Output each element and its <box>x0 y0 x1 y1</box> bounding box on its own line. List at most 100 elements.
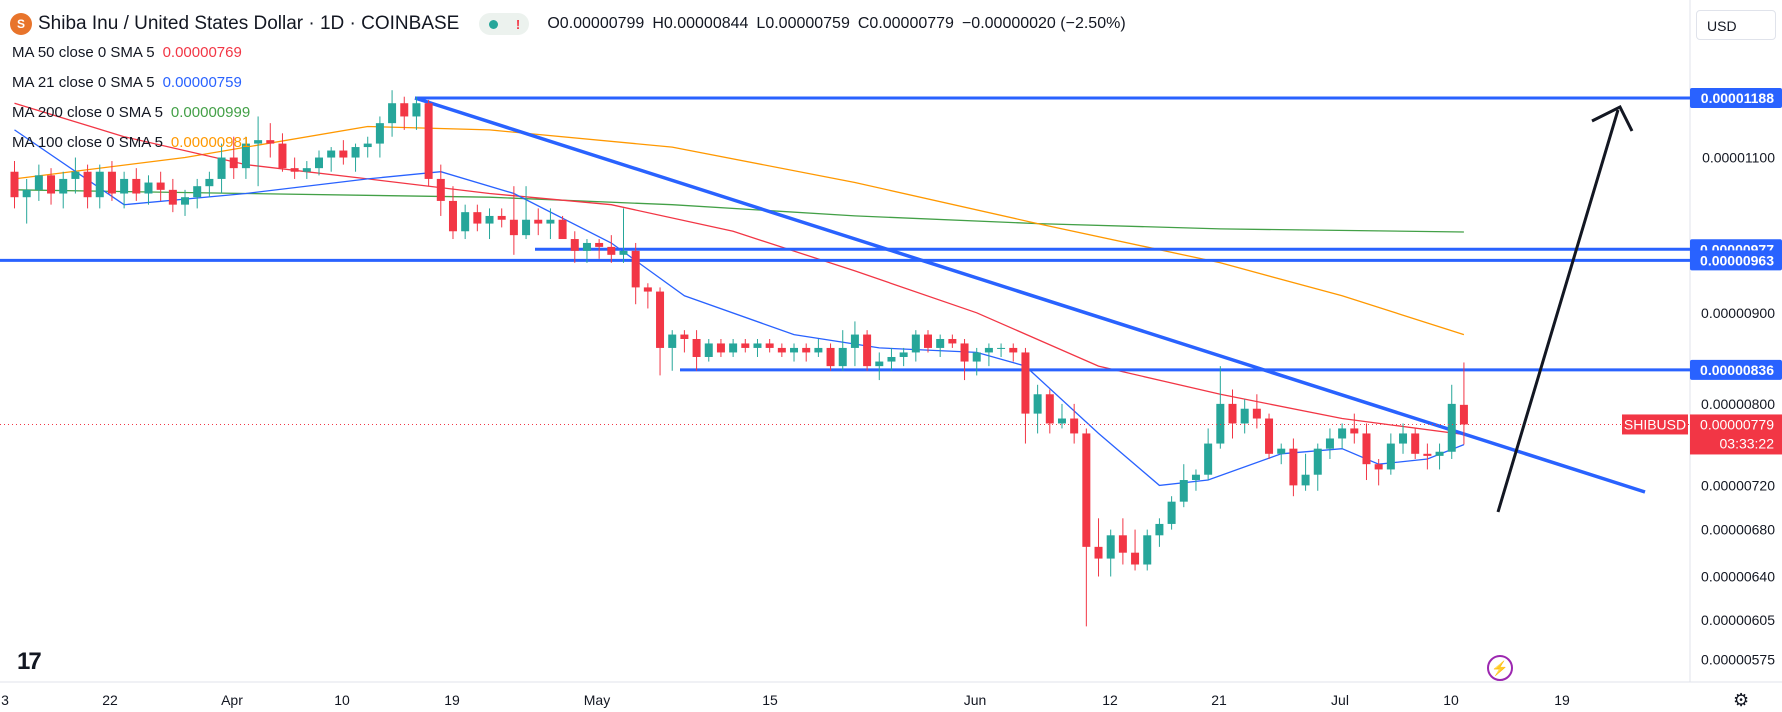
legend-value: 0.00000981 <box>170 134 251 151</box>
candle-body <box>327 150 336 158</box>
price-tick-label: 0.00000575 <box>1701 651 1775 667</box>
candle-body <box>1240 408 1249 424</box>
candle-body <box>790 347 799 353</box>
candle-body <box>229 157 238 169</box>
ohlc-change: −0.00000020 (−2.50%) <box>961 15 1126 32</box>
ohlc-readout: O0.00000799 H0.00000844 L0.00000759 C0.0000… <box>547 15 1133 33</box>
ohlc-open: O0.00000799 <box>547 15 645 32</box>
time-tick-label: 15 <box>762 692 778 708</box>
candle-body <box>668 334 677 348</box>
candle-body <box>168 189 177 205</box>
candle-body <box>217 157 226 179</box>
candle-body <box>193 186 202 198</box>
candle-body <box>741 343 750 348</box>
price-tick-label: 0.00000640 <box>1701 568 1775 584</box>
candle-body <box>595 242 604 247</box>
candle-body <box>497 215 506 220</box>
tradingview-logo[interactable]: 17 <box>17 648 42 675</box>
candle-body <box>936 338 945 348</box>
market-status-pill[interactable]: ! <box>479 13 530 35</box>
candle-body <box>1313 448 1322 475</box>
time-tick-label: Jul <box>1331 692 1349 708</box>
candle-body <box>1167 501 1176 524</box>
candle-body <box>704 343 713 357</box>
candle-body <box>95 171 104 198</box>
candle-body <box>120 178 129 194</box>
level-label-box <box>1690 88 1782 108</box>
candle-body <box>1289 448 1298 486</box>
candle-body <box>863 334 872 367</box>
candle-body <box>144 182 153 194</box>
level-label-text: 0.00000963 <box>1700 252 1774 268</box>
legend-value: 0.00000759 <box>162 74 242 91</box>
candle-body <box>278 143 287 169</box>
price-tick-label: 0.00000900 <box>1701 305 1775 321</box>
legend-value: 0.00000769 <box>162 44 242 61</box>
candle-body <box>1082 433 1091 547</box>
level-label-text: 0.00000836 <box>1700 362 1774 378</box>
candle-body <box>643 287 652 292</box>
candle-body <box>1252 408 1261 419</box>
candle-body <box>1277 448 1286 454</box>
candle-body <box>522 219 531 236</box>
price-tick-label: 0.00000800 <box>1701 396 1775 412</box>
candle-body <box>107 171 116 194</box>
legend-ma50[interactable]: MA 50 close 0 SMA 5 0.00000769 <box>12 44 242 61</box>
candle-body <box>546 219 555 224</box>
price-tick-label: 0.00001100 <box>1702 150 1775 166</box>
candle-body <box>1325 438 1334 449</box>
candle-body <box>1009 347 1018 353</box>
candle-body <box>887 356 896 362</box>
price-tick-label: 0.00000720 <box>1701 477 1775 493</box>
ma50-line <box>14 102 1464 436</box>
candle-body <box>375 123 384 144</box>
candle-body <box>997 347 1006 349</box>
time-tick-label: 21 <box>1211 692 1227 708</box>
candle-body <box>339 150 348 158</box>
candle-body <box>802 347 811 353</box>
gear-icon[interactable]: ⚙ <box>1733 690 1750 710</box>
legend-ma21[interactable]: MA 21 close 0 SMA 5 0.00000759 <box>12 74 242 91</box>
candle-body <box>1131 552 1140 565</box>
candle-body <box>765 343 774 348</box>
legend-label: MA 200 close 0 SMA 5 <box>12 104 163 121</box>
candle-body <box>1301 474 1310 486</box>
candle-body <box>1350 428 1359 434</box>
ma200-line <box>14 189 1464 233</box>
candle-body <box>1374 464 1383 470</box>
candle-body <box>1386 443 1395 470</box>
candle-body <box>1228 403 1237 424</box>
candle-body <box>656 291 665 348</box>
currency-select[interactable]: USD <box>1696 10 1776 40</box>
candle-body <box>558 219 567 240</box>
legend-label: MA 21 close 0 SMA 5 <box>12 74 155 91</box>
chart-header: S Shiba Inu / United States Dollar · 1D … <box>0 8 1134 40</box>
candle-body <box>753 343 762 348</box>
candle-body <box>1179 480 1188 502</box>
candle-body <box>1399 433 1408 444</box>
candle-body <box>473 212 482 224</box>
candle-body <box>631 250 640 288</box>
candle-body <box>716 343 725 353</box>
candle-body <box>1021 352 1030 414</box>
candle-body <box>400 103 409 117</box>
candle-body <box>680 334 689 339</box>
time-tick-label: 12 <box>1102 692 1118 708</box>
lightning-icon[interactable]: ⚡ <box>1487 655 1513 681</box>
candle-body <box>34 175 43 190</box>
countdown-text: 03:33:22 <box>1720 435 1775 451</box>
symbol-title[interactable]: Shiba Inu / United States Dollar · 1D · … <box>38 13 460 34</box>
candle-body <box>619 250 628 255</box>
legend-ma200[interactable]: MA 200 close 0 SMA 5 0.00000999 <box>12 104 250 121</box>
candle-body <box>1459 404 1468 425</box>
legend-ma100[interactable]: MA 100 close 0 SMA 5 0.00000981 <box>12 134 250 151</box>
price-tick-label: 0.00000605 <box>1701 612 1775 628</box>
projection-arrow-head <box>1591 104 1634 132</box>
candle-body <box>948 338 957 344</box>
candle-body <box>412 103 421 117</box>
candle-body <box>254 140 263 144</box>
projection-arrow-line <box>1496 109 1620 513</box>
time-tick-label: 19 <box>444 692 460 708</box>
candle-body <box>875 361 884 367</box>
